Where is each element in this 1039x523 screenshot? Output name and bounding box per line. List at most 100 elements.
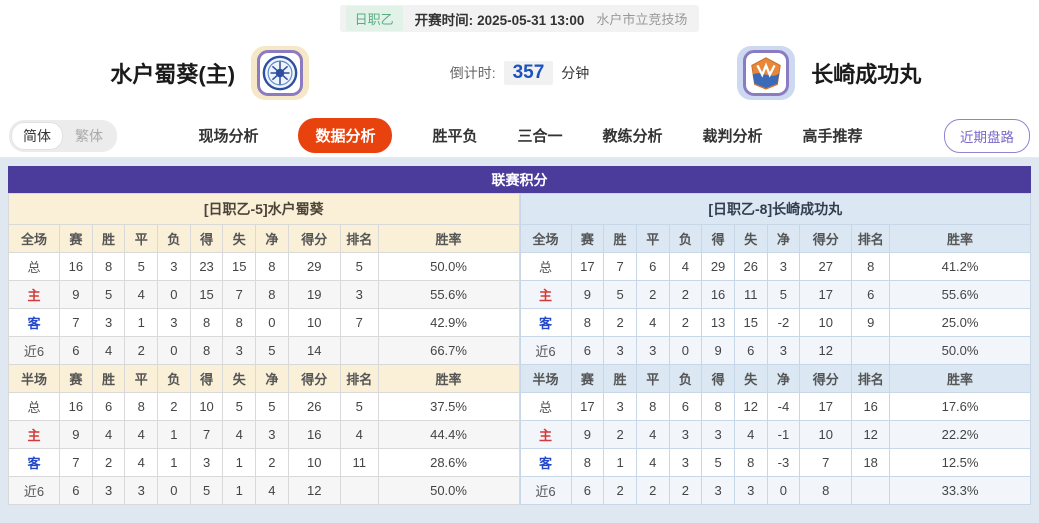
stat-cell: 5 xyxy=(124,252,159,281)
away-team-block: 长崎成功丸 xyxy=(620,46,1039,100)
stat-cell: 2 xyxy=(668,308,703,337)
table-row: 近6 6 4 2 0 8 3 5 14 66.7% xyxy=(7,336,520,365)
stat-cell: 0 xyxy=(668,336,703,365)
tab-expert-picks[interactable]: 高手推荐 xyxy=(802,128,863,145)
league-badge: 日职乙 xyxy=(345,6,403,31)
row-label: 近6 xyxy=(519,476,572,505)
tab-coach-analysis[interactable]: 教练分析 xyxy=(602,128,663,145)
lang-simplified-button[interactable]: 简体 xyxy=(11,121,63,150)
table-row: 主 9 2 4 3 3 4 -1 10 12 22.2% xyxy=(519,420,1031,449)
stat-cell: 9 xyxy=(59,420,93,449)
stat-cell: 2 xyxy=(255,448,289,477)
stat-cell: 26 xyxy=(287,392,341,421)
column-header-cell: 胜 xyxy=(91,364,126,393)
stat-cell: 3 xyxy=(603,392,637,421)
column-header-cell: 失 xyxy=(222,364,257,393)
stat-cell: 6 xyxy=(635,252,670,281)
column-header-cell: 得 xyxy=(701,364,735,393)
countdown-value: 357 xyxy=(503,61,554,85)
column-header-cell: 得分 xyxy=(287,364,341,393)
stat-cell: 9 xyxy=(59,280,93,309)
table-row: 近6 6 3 3 0 5 1 4 12 50.0% xyxy=(7,476,520,505)
tab-win-draw-lose[interactable]: 胜平负 xyxy=(432,128,478,145)
recent-trends-button[interactable]: 近期盘路 xyxy=(944,118,1030,153)
column-header-cell: 得 xyxy=(189,224,224,253)
match-info-banner: 日职乙 开赛时间: 2025-05-31 13:00 水户市立竞技场 xyxy=(339,5,700,32)
stat-cell: 33.3% xyxy=(889,476,1031,505)
countdown-label: 倒计时: xyxy=(449,65,496,81)
lang-traditional-button[interactable]: 繁体 xyxy=(75,127,103,144)
countdown: 倒计时: 357 分钟 xyxy=(420,61,620,85)
stat-cell: 6 xyxy=(668,392,703,421)
stat-cell: 26 xyxy=(733,252,768,281)
table-row: 近6 6 3 3 0 9 6 3 12 50.0% xyxy=(519,336,1031,365)
row-label: 总 xyxy=(519,252,572,281)
home-team-block: 水户蜀葵(主) xyxy=(0,46,420,100)
stat-cell: 6 xyxy=(570,476,605,505)
stat-cell: 3 xyxy=(124,476,159,505)
stat-cell: 28.6% xyxy=(377,448,520,477)
stat-cell: 16 xyxy=(59,252,93,281)
column-header-cell: 半场 xyxy=(519,364,572,393)
stat-cell: 1 xyxy=(157,420,191,449)
stat-cell xyxy=(851,476,891,505)
stat-cell: -1 xyxy=(766,420,801,449)
stat-cell: 5 xyxy=(255,392,289,421)
stat-cell: 8 xyxy=(124,392,159,421)
tab-data-analysis[interactable]: 数据分析 xyxy=(298,118,393,153)
stat-cell: 6 xyxy=(733,336,768,365)
column-header-cell: 平 xyxy=(635,364,670,393)
stat-cell: 4 xyxy=(255,476,289,505)
table-row: 主 9 4 4 1 7 4 3 16 4 44.4% xyxy=(7,420,520,449)
table-row: 客 8 1 4 3 5 8 -3 7 18 12.5% xyxy=(519,448,1031,477)
stat-cell: 12 xyxy=(851,420,891,449)
stat-cell: 8 xyxy=(799,476,853,505)
stat-cell: 7 xyxy=(189,420,224,449)
table-row: 客 8 2 4 2 13 15 -2 10 9 25.0% xyxy=(519,308,1031,337)
stat-cell: 10 xyxy=(287,308,341,337)
column-header-cell: 全场 xyxy=(519,224,572,253)
table-row: 主 9 5 4 0 15 7 8 19 3 55.6% xyxy=(7,280,520,309)
stat-cell: 29 xyxy=(701,252,735,281)
stat-cell: 41.2% xyxy=(889,252,1031,281)
stat-cell: 8 xyxy=(570,308,605,337)
league-standings-table: 联赛积分 [日职乙-5]水户蜀葵 全场赛胜平负得失净得分 排名 胜率总 16 8 5 3 23 1… xyxy=(7,166,1031,505)
column-header-cell: 胜率 xyxy=(377,364,520,393)
column-header-cell: 排名 xyxy=(339,364,379,393)
stat-cell: 10 xyxy=(799,308,853,337)
column-header-cell: 净 xyxy=(255,364,289,393)
stat-cell: 2 xyxy=(91,448,126,477)
stat-cell: -4 xyxy=(766,392,801,421)
stat-cell: 2 xyxy=(157,392,191,421)
stat-cell: 11 xyxy=(733,280,768,309)
stat-cell: -3 xyxy=(766,448,801,477)
tab-live-analysis[interactable]: 现场分析 xyxy=(198,128,259,145)
column-header-cell: 胜率 xyxy=(889,364,1031,393)
stat-cell: 8 xyxy=(189,308,224,337)
stat-cell: 0 xyxy=(766,476,801,505)
stat-cell: 50.0% xyxy=(377,476,520,505)
stat-cell: 8 xyxy=(222,308,257,337)
stat-cell xyxy=(339,476,379,505)
tab-referee-analysis[interactable]: 裁判分析 xyxy=(702,128,763,145)
stat-cell: 13 xyxy=(701,308,735,337)
home-table-team-header: [日职乙-5]水户蜀葵 xyxy=(8,193,520,225)
stat-cell: 3 xyxy=(766,336,801,365)
table-row: 近6 6 2 2 2 3 3 0 8 33.3% xyxy=(519,476,1031,505)
stat-cell: 4 xyxy=(635,308,670,337)
stat-cell: 4 xyxy=(124,280,159,309)
row-label: 主 xyxy=(519,420,572,449)
stat-cell: 23 xyxy=(189,252,224,281)
table-row: 总 16 6 8 2 10 5 5 26 5 37.5% xyxy=(7,392,520,421)
stat-cell: 4 xyxy=(635,420,670,449)
tab-three-in-one[interactable]: 三合一 xyxy=(517,128,563,145)
row-label: 客 xyxy=(519,448,572,477)
home-team-logo-badge xyxy=(257,50,304,96)
stat-cell: 50.0% xyxy=(889,336,1031,365)
stat-cell: 8 xyxy=(255,252,289,281)
away-table-team-header: [日职乙-8]长崎成功丸 xyxy=(519,193,1031,225)
row-label: 客 xyxy=(7,308,61,337)
row-label: 主 xyxy=(519,280,572,309)
column-header-cell: 失 xyxy=(733,364,768,393)
stat-cell: 3 xyxy=(189,448,224,477)
